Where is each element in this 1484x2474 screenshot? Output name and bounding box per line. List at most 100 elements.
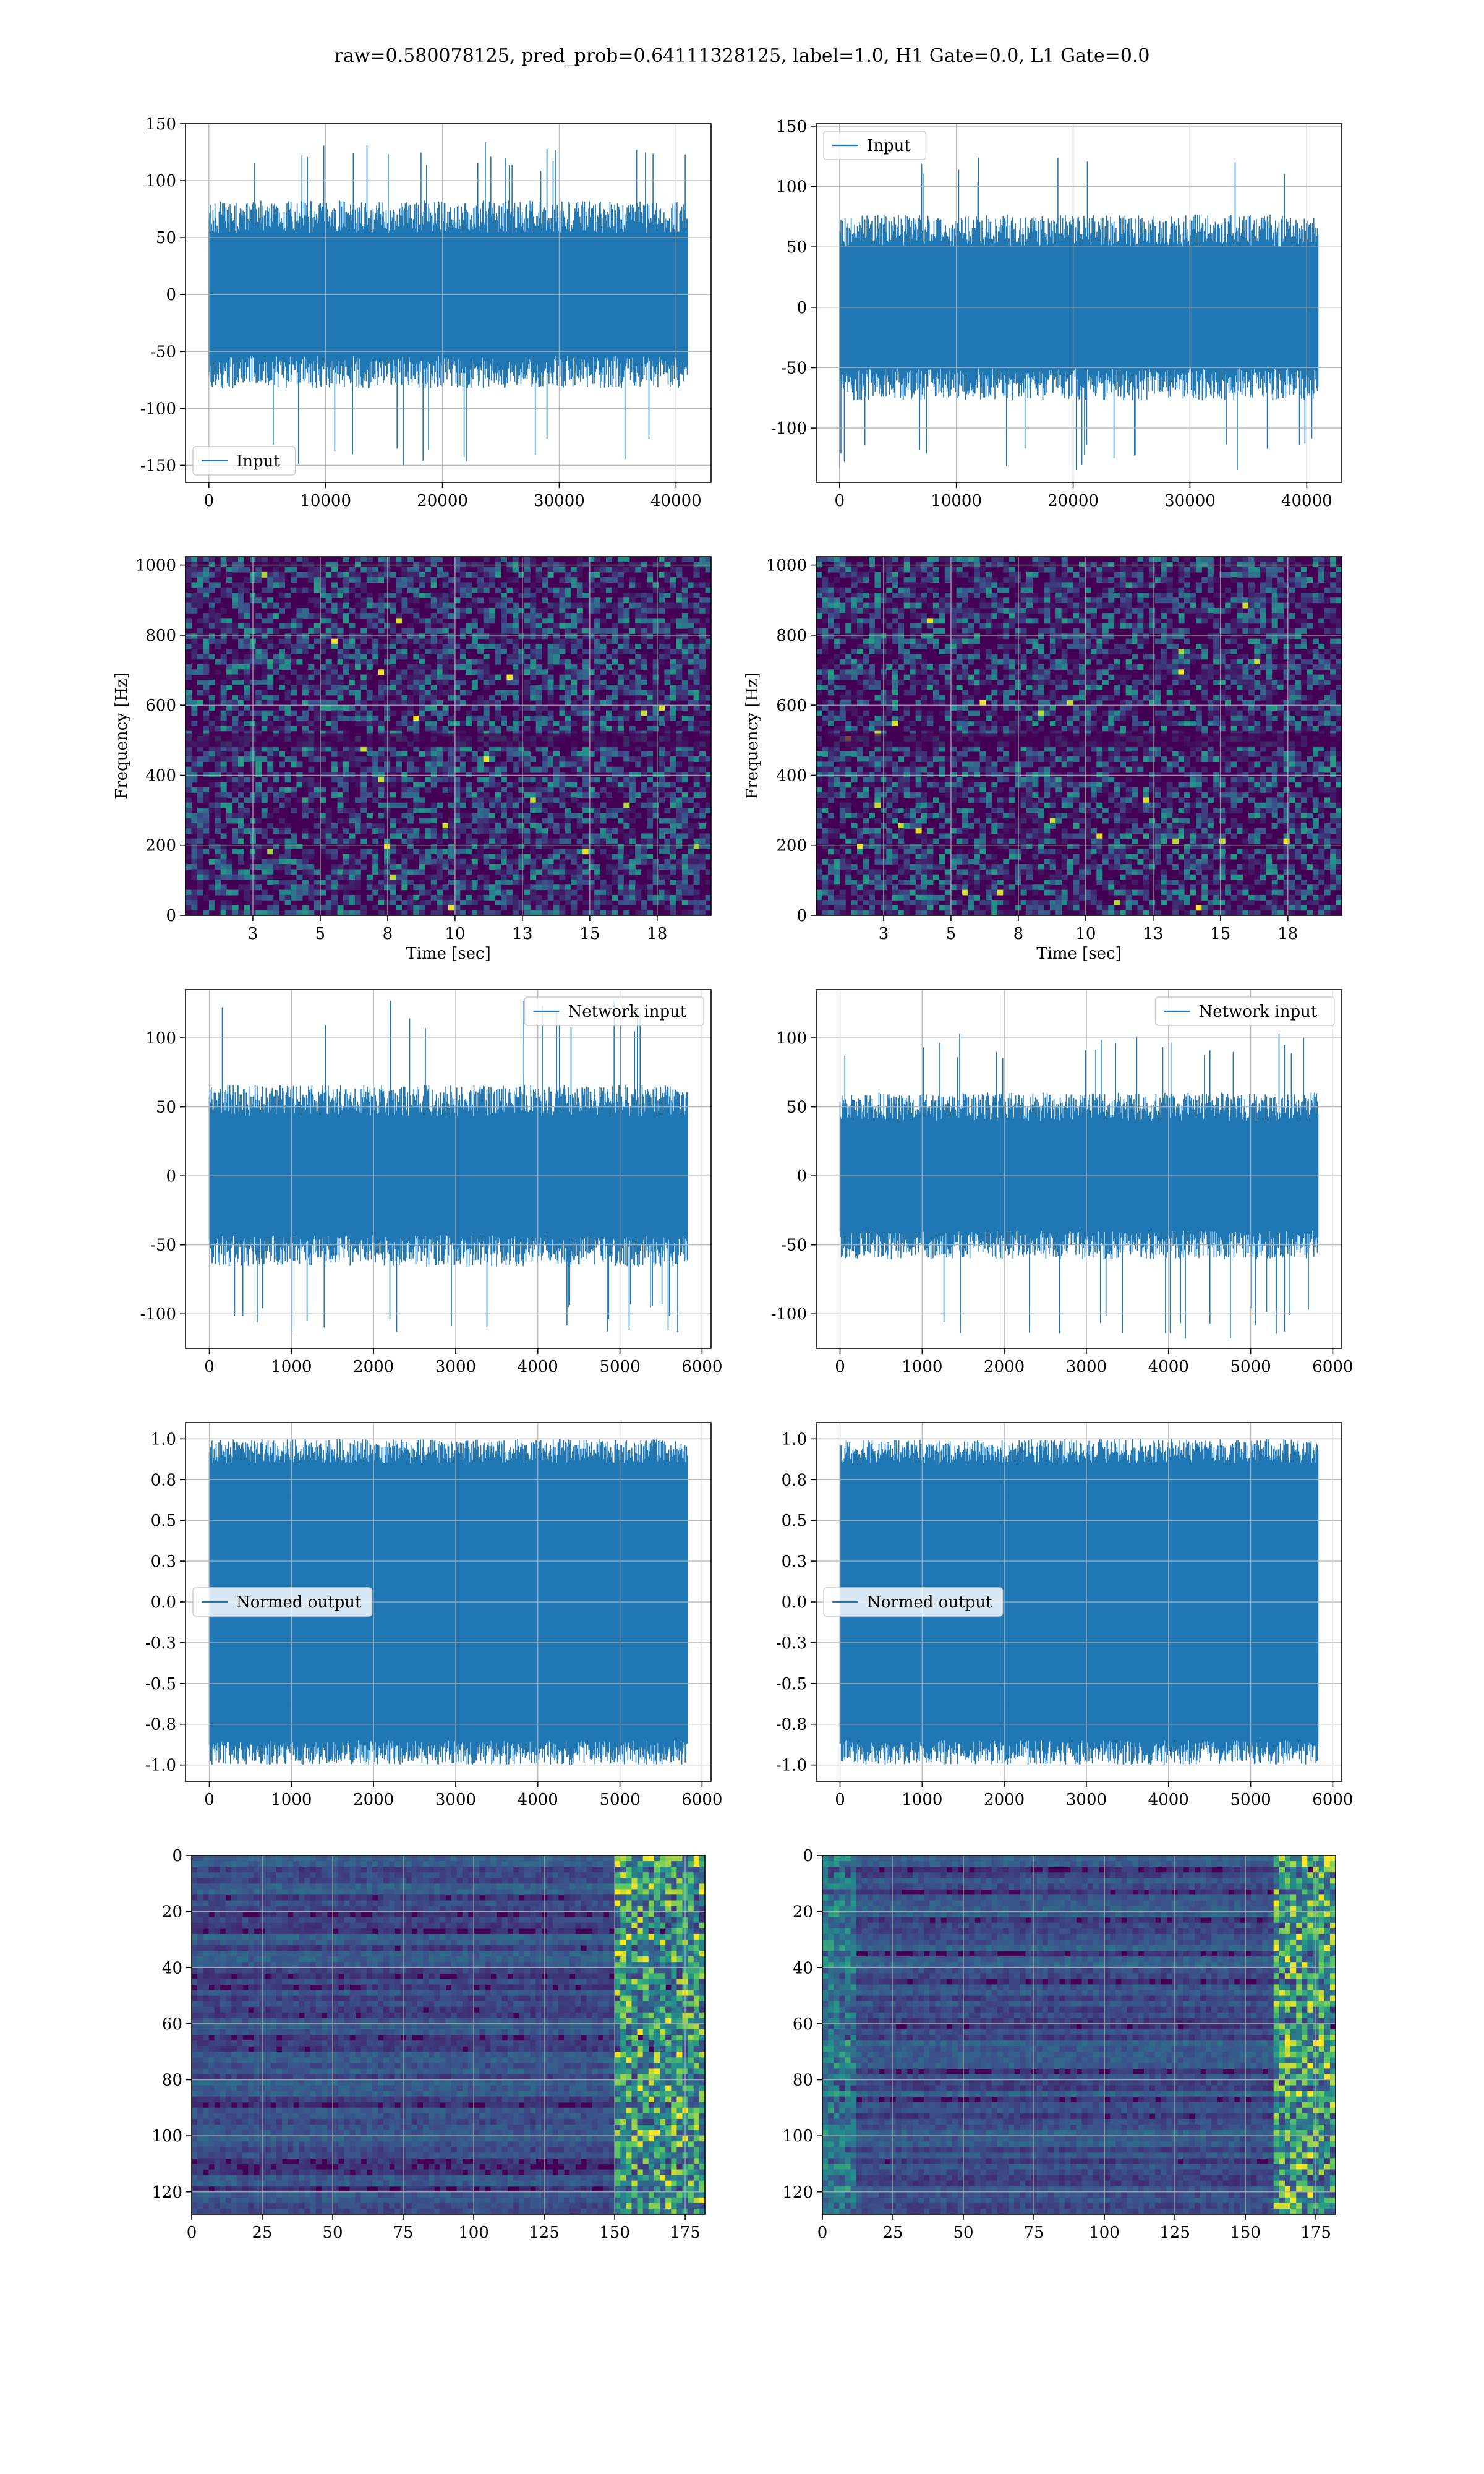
heatmap-cell — [565, 633, 571, 640]
heatmap-cell — [910, 659, 916, 665]
heatmap-cell — [413, 633, 420, 640]
heatmap-cell — [296, 557, 303, 562]
heatmap-cell — [542, 751, 548, 757]
heatmap-cell — [542, 869, 548, 875]
heatmap-cell — [565, 889, 571, 896]
heatmap-cell — [320, 582, 326, 588]
heatmap-cell — [512, 844, 519, 849]
heatmap-cell — [390, 777, 396, 783]
heatmap-cell — [384, 900, 391, 905]
heatmap-cell — [944, 593, 951, 598]
heatmap-cell — [681, 751, 688, 757]
heatmap-cell — [635, 910, 642, 915]
heatmap-cell — [822, 577, 829, 583]
heatmap-cell — [215, 884, 221, 891]
heatmap-cell — [542, 797, 548, 803]
heatmap-cell — [471, 854, 478, 860]
heatmap-cell — [238, 721, 244, 726]
heatmap-cell — [676, 638, 683, 644]
heatmap-cell — [1184, 571, 1190, 578]
heatmap-cell — [273, 664, 279, 670]
heatmap-cell — [407, 705, 414, 711]
heatmap-cell — [535, 828, 542, 834]
heatmap-cell — [1271, 602, 1278, 609]
heatmap-cell — [413, 690, 420, 696]
heatmap-cell — [390, 654, 396, 660]
heatmap-cell — [898, 649, 905, 654]
y-tick-label: 150 — [145, 115, 176, 134]
heatmap-cell — [822, 582, 829, 588]
heatmap-cell — [1009, 643, 1015, 649]
heatmap-cell — [1137, 602, 1144, 609]
heatmap-cell — [617, 880, 624, 885]
heatmap-cell — [664, 562, 671, 568]
heatmap-cell — [699, 854, 706, 860]
heatmap-cell — [1324, 597, 1331, 604]
heatmap-cell — [197, 761, 203, 768]
heatmap-cell — [471, 844, 478, 849]
heatmap-cell — [313, 710, 320, 716]
heatmap-cell — [366, 874, 373, 880]
heatmap-cell — [495, 761, 501, 768]
heatmap-cell — [565, 669, 571, 675]
heatmap-cell — [506, 894, 513, 901]
heatmap-cell — [1161, 571, 1167, 578]
heatmap-cell — [284, 900, 291, 905]
heatmap-cell — [617, 664, 624, 670]
heatmap-cell — [506, 562, 513, 568]
heatmap-cell — [664, 828, 671, 834]
heatmap-cell — [623, 792, 630, 798]
heatmap-cell — [313, 751, 320, 757]
heatmap-cell — [308, 884, 315, 891]
heatmap-cell — [220, 787, 227, 793]
heatmap-cell — [699, 685, 706, 690]
heatmap-cell — [244, 695, 250, 701]
heatmap-cell — [518, 858, 525, 865]
heatmap-cell — [1044, 567, 1051, 573]
heatmap-cell — [647, 597, 654, 604]
heatmap-cell — [1248, 607, 1255, 614]
heatmap-cell — [518, 787, 525, 793]
heatmap-cell — [454, 557, 461, 562]
heatmap-cell — [1003, 618, 1010, 624]
heatmap-cell — [606, 602, 612, 609]
heatmap-cell — [659, 772, 665, 777]
heatmap-cell — [903, 582, 910, 588]
heatmap-cell — [1225, 557, 1232, 562]
heatmap-cell — [425, 593, 432, 598]
heatmap-cell — [535, 613, 542, 618]
heatmap-cell — [284, 643, 291, 649]
heatmap-cell — [191, 854, 198, 860]
heatmap-cell — [261, 710, 268, 716]
heatmap-cell — [430, 613, 437, 618]
heatmap-cell — [647, 690, 654, 696]
heatmap-cell — [1073, 602, 1080, 609]
heatmap-cell — [647, 571, 654, 578]
heatmap-cell — [501, 695, 507, 701]
heatmap-cell — [932, 638, 939, 644]
heatmap-cell — [535, 577, 542, 583]
heatmap-cell — [208, 838, 215, 844]
heatmap-cell — [1207, 587, 1214, 593]
heatmap-cell — [296, 884, 303, 891]
heatmap-cell — [1184, 654, 1190, 660]
heatmap-cell — [366, 593, 373, 598]
heatmap-cell — [407, 849, 414, 855]
heatmap-cell — [1120, 607, 1127, 614]
heatmap-cell — [1015, 643, 1021, 649]
heatmap-cell — [506, 628, 513, 634]
legend-box — [192, 446, 296, 476]
heatmap-cell — [495, 659, 501, 665]
heatmap-cell — [565, 623, 571, 629]
heatmap-cell — [331, 638, 338, 644]
heatmap-cell — [495, 643, 501, 649]
heatmap-cell — [688, 674, 694, 680]
heatmap-cell — [454, 685, 461, 690]
heatmap-cell — [1073, 633, 1080, 640]
heatmap-cell — [489, 633, 496, 640]
chart-input-l1: 0 10000 20000 30000 40000-100-50050100150Inp… — [771, 118, 1342, 510]
heatmap-cell — [910, 628, 916, 634]
heatmap-cell — [384, 766, 391, 773]
heatmap-cell — [1049, 587, 1056, 593]
heatmap-cell — [396, 766, 402, 773]
